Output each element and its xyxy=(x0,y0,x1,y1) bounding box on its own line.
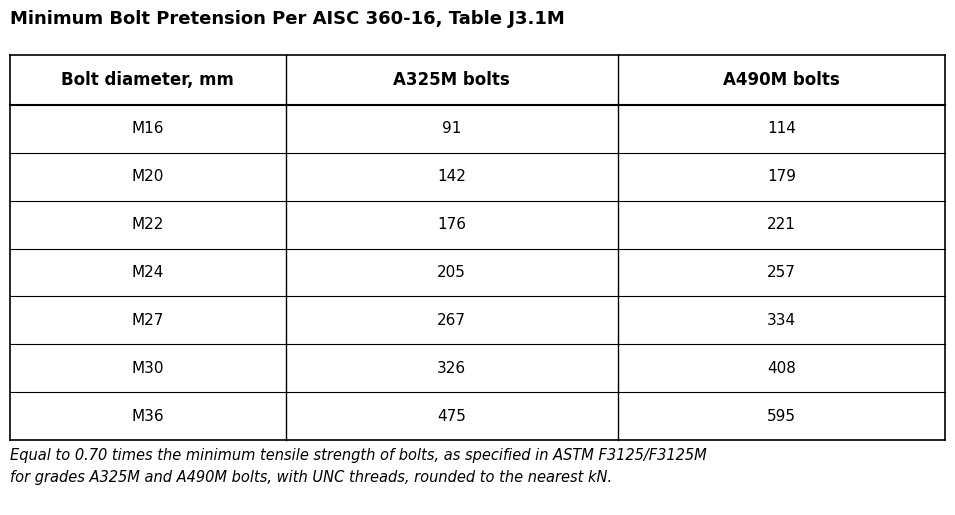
Text: Minimum Bolt Pretension Per AISC 360-16, Table J3.1M: Minimum Bolt Pretension Per AISC 360-16,… xyxy=(10,10,564,28)
Text: 91: 91 xyxy=(442,122,461,136)
Text: 257: 257 xyxy=(767,265,796,280)
Text: M20: M20 xyxy=(132,169,164,184)
Text: M27: M27 xyxy=(132,313,164,328)
Text: 176: 176 xyxy=(437,217,466,232)
Text: 221: 221 xyxy=(767,217,796,232)
Text: A490M bolts: A490M bolts xyxy=(723,71,839,89)
Text: Bolt diameter, mm: Bolt diameter, mm xyxy=(61,71,234,89)
Text: 408: 408 xyxy=(767,360,796,376)
Text: 326: 326 xyxy=(437,360,466,376)
Text: 475: 475 xyxy=(437,408,466,423)
Text: 142: 142 xyxy=(437,169,466,184)
Text: A325M bolts: A325M bolts xyxy=(393,71,510,89)
Text: 595: 595 xyxy=(767,408,796,423)
Text: M36: M36 xyxy=(132,408,164,423)
Text: M24: M24 xyxy=(132,265,164,280)
Text: 205: 205 xyxy=(437,265,466,280)
Text: M22: M22 xyxy=(132,217,164,232)
Text: 179: 179 xyxy=(767,169,796,184)
Text: M16: M16 xyxy=(132,122,164,136)
Text: 267: 267 xyxy=(437,313,466,328)
Text: 334: 334 xyxy=(767,313,796,328)
Text: Equal to 0.70 times the minimum tensile strength of bolts, as specified in ASTM : Equal to 0.70 times the minimum tensile … xyxy=(10,448,707,485)
Text: 114: 114 xyxy=(767,122,796,136)
Text: M30: M30 xyxy=(132,360,164,376)
